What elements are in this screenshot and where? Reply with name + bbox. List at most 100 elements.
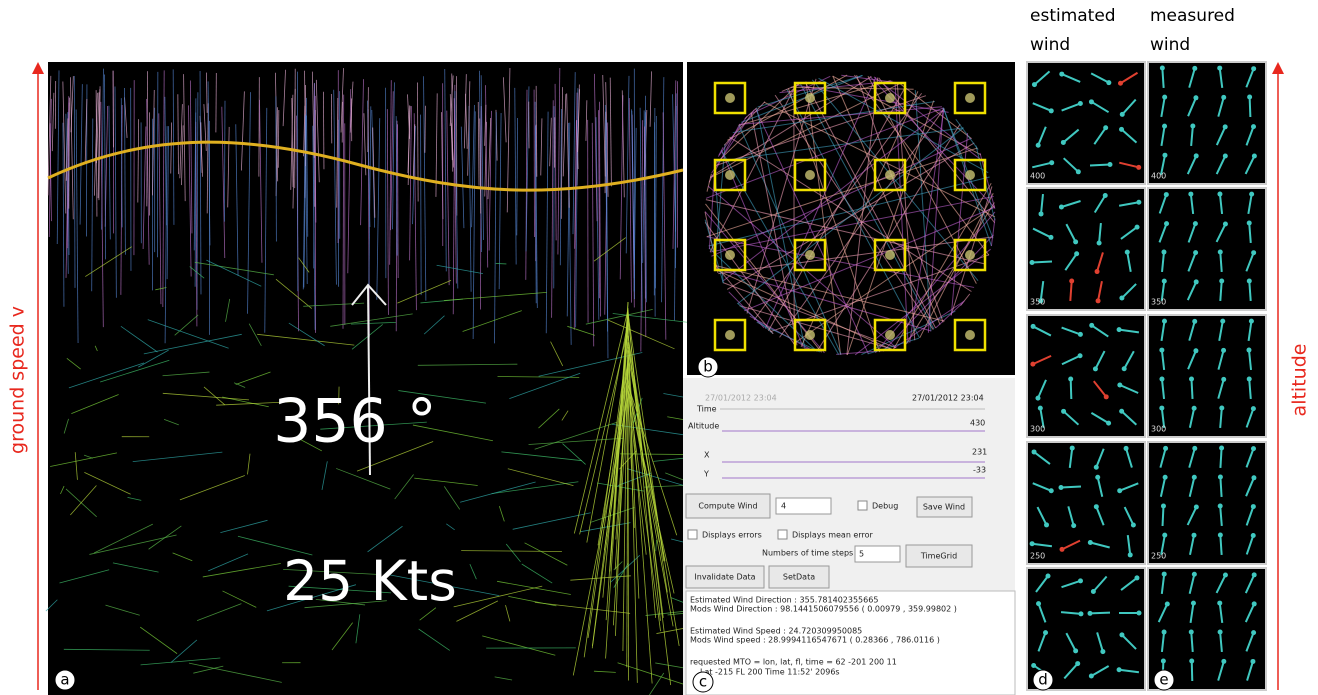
- wind-arrow: [1089, 163, 1111, 167]
- checkbox[interactable]: [687, 529, 698, 540]
- wind-arrow: [1160, 573, 1166, 595]
- button[interactable]: [916, 496, 973, 518]
- wind-head: [1217, 474, 1223, 480]
- wind-arrow: [1217, 350, 1225, 370]
- button-label: TimeGrid: [920, 552, 957, 561]
- heading-arrow: [351, 283, 387, 476]
- trace: [494, 676, 513, 681]
- trace: [233, 382, 246, 388]
- wind-cell: [1147, 187, 1267, 311]
- trace: [496, 580, 571, 595]
- trace: [360, 79, 364, 226]
- marker-box: [873, 158, 907, 192]
- trace: [291, 97, 294, 187]
- wind-head: [1069, 445, 1075, 451]
- trace: [202, 563, 281, 578]
- trace: [189, 266, 205, 279]
- checkbox[interactable]: [857, 500, 868, 511]
- trace: [617, 472, 652, 486]
- wind-head: [1162, 474, 1168, 480]
- wind-arrow: [1219, 251, 1223, 273]
- trace: [505, 605, 511, 622]
- trace: [98, 86, 101, 201]
- wind-arrow: [1160, 154, 1166, 176]
- trace: [535, 85, 538, 177]
- wind-head: [1059, 546, 1065, 552]
- trace: [179, 104, 183, 179]
- checkbox[interactable]: [777, 529, 788, 540]
- wind-head: [1073, 648, 1079, 654]
- trace: [460, 481, 536, 503]
- wind-arrow: [1120, 410, 1138, 426]
- trace: [177, 94, 179, 175]
- wind-arrow: [1158, 223, 1168, 243]
- trace: [63, 648, 150, 651]
- wind-arrow: [1039, 280, 1045, 302]
- wind-head: [1162, 152, 1168, 158]
- wind-head: [1087, 610, 1093, 616]
- trace: [75, 109, 79, 344]
- letter-circle: [54, 669, 76, 691]
- button[interactable]: [685, 565, 765, 589]
- trace: [179, 475, 245, 501]
- wind-cell: [1147, 567, 1267, 691]
- wind-head: [1250, 658, 1256, 664]
- wind-head: [1160, 658, 1166, 664]
- trace: [456, 600, 499, 622]
- trace: [672, 80, 677, 249]
- column-headers: estimated wind measured wind: [1030, 6, 1235, 55]
- wind-head: [1246, 376, 1252, 382]
- wind-arrow: [1062, 157, 1080, 173]
- wind-arrow: [1120, 128, 1138, 144]
- trace: [498, 506, 505, 522]
- trace: [206, 259, 262, 287]
- trace: [206, 103, 209, 214]
- trace: [451, 73, 454, 172]
- trace: [512, 512, 591, 530]
- wind-arrow: [1098, 222, 1102, 244]
- panel-letter: d: [1038, 671, 1048, 689]
- value: -33: [973, 466, 986, 475]
- wind-head: [1096, 240, 1102, 246]
- trace: [66, 358, 81, 370]
- trace: [521, 563, 553, 584]
- trace: [585, 100, 588, 141]
- trace: [779, 80, 893, 94]
- wind-head: [1163, 445, 1169, 451]
- wind-head: [1038, 211, 1044, 217]
- wind-head: [1191, 405, 1197, 411]
- spinbox[interactable]: [775, 497, 832, 515]
- trace: [112, 562, 159, 573]
- trace: [642, 112, 646, 263]
- wind-head: [1188, 629, 1194, 635]
- button[interactable]: [685, 493, 771, 519]
- wind-arrow: [1126, 534, 1132, 556]
- wind-head: [1250, 446, 1256, 452]
- wind-head: [1117, 80, 1123, 86]
- trace: [94, 345, 98, 352]
- spinbox[interactable]: [854, 545, 901, 563]
- wind-arrow: [1217, 97, 1225, 117]
- trace: [729, 136, 972, 292]
- trace: [467, 81, 471, 176]
- trace: [648, 672, 665, 695]
- trace: [315, 598, 366, 606]
- button[interactable]: [768, 565, 830, 589]
- wind-arrow: [1063, 662, 1079, 680]
- trace: [675, 93, 677, 269]
- button[interactable]: [905, 544, 973, 568]
- trace: [100, 359, 170, 383]
- trace: [418, 628, 450, 651]
- trace: [482, 635, 556, 656]
- trace: [163, 419, 179, 426]
- wind-head: [1093, 464, 1099, 470]
- wind-head: [1106, 80, 1112, 86]
- wind-head: [1193, 250, 1199, 256]
- trace: [627, 346, 680, 647]
- wind-head: [1136, 164, 1142, 170]
- marker-box: [953, 81, 987, 115]
- trace: [755, 108, 869, 355]
- label: Numbers of time steps: [762, 549, 853, 558]
- wind-arrow: [1091, 324, 1109, 338]
